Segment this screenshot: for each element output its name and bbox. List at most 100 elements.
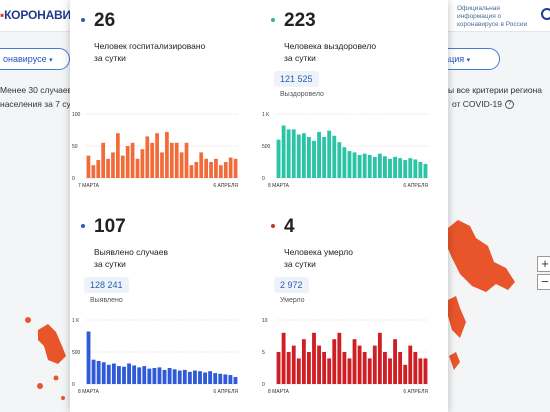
chart-bar[interactable]: [111, 152, 115, 178]
chart-bar[interactable]: [86, 155, 91, 178]
chart-bar[interactable]: [423, 358, 428, 384]
zoom-out-button[interactable]: −: [537, 274, 550, 290]
chart-bar[interactable]: [160, 152, 164, 178]
chart-bar[interactable]: [208, 371, 213, 384]
chart-bar[interactable]: [332, 339, 337, 384]
official-info-text[interactable]: Официальная информация о коронавирусе в …: [457, 5, 528, 28]
nav-pill-left[interactable]: онавирусе ▾: [0, 48, 70, 70]
map-region-west[interactable]: [38, 324, 66, 364]
chart-bar[interactable]: [117, 366, 121, 384]
info-icon[interactable]: ?: [505, 100, 514, 110]
chart-bar[interactable]: [189, 165, 194, 178]
chart-bar[interactable]: [301, 133, 306, 178]
chart-bar[interactable]: [372, 156, 377, 178]
chart-bar[interactable]: [96, 160, 101, 178]
chart-bar[interactable]: [218, 165, 223, 178]
chart-bar[interactable]: [408, 158, 413, 178]
chart-bar[interactable]: [383, 156, 387, 178]
chart-bar[interactable]: [357, 154, 362, 178]
chart-bar[interactable]: [312, 140, 316, 178]
chart-bar[interactable]: [145, 136, 150, 178]
chart-bar[interactable]: [135, 158, 140, 178]
chart-bar[interactable]: [101, 142, 106, 178]
chart-bar[interactable]: [130, 142, 135, 178]
chart-bar[interactable]: [322, 137, 327, 178]
chart-bar[interactable]: [142, 366, 147, 384]
chart-bar[interactable]: [281, 332, 286, 384]
chart-bar[interactable]: [307, 137, 311, 178]
chart-bar[interactable]: [347, 358, 352, 384]
chart-bar[interactable]: [122, 366, 126, 384]
chart-bar[interactable]: [86, 331, 91, 384]
chart-bar[interactable]: [147, 368, 152, 384]
chart-bar[interactable]: [317, 345, 321, 384]
map-region-east[interactable]: [446, 220, 515, 292]
chart-bar[interactable]: [165, 131, 169, 178]
chart-bar[interactable]: [179, 152, 184, 178]
map-region-dot[interactable]: [53, 375, 59, 381]
chart-bar[interactable]: [413, 352, 418, 384]
chart-bar[interactable]: [140, 149, 145, 178]
chart-bar[interactable]: [342, 352, 347, 384]
map-region-east-3[interactable]: [449, 352, 460, 370]
chart-bar[interactable]: [291, 345, 296, 384]
chart-bar[interactable]: [408, 345, 413, 384]
map-region-dot[interactable]: [37, 383, 43, 389]
chart-bar[interactable]: [312, 332, 316, 384]
chart-bar[interactable]: [357, 345, 362, 384]
chart-bar[interactable]: [286, 352, 291, 384]
chart-bar[interactable]: [132, 365, 137, 384]
chart-bar[interactable]: [332, 135, 337, 178]
chart-bar[interactable]: [157, 367, 162, 384]
chart-bar[interactable]: [169, 142, 174, 178]
chart-bar[interactable]: [347, 151, 352, 178]
chart-bar[interactable]: [327, 130, 332, 178]
chart-bar[interactable]: [111, 363, 116, 384]
chart-bar[interactable]: [177, 370, 182, 384]
chart-bar[interactable]: [101, 362, 106, 384]
chart-bar[interactable]: [96, 360, 101, 384]
chart-bar[interactable]: [418, 162, 423, 178]
chart-bar[interactable]: [91, 165, 96, 178]
chart-bar[interactable]: [199, 152, 204, 178]
map-region-dot[interactable]: [25, 317, 31, 323]
chart-bar[interactable]: [233, 158, 238, 178]
chart-bar[interactable]: [337, 142, 342, 178]
chart-bar[interactable]: [322, 352, 327, 384]
chart-bar[interactable]: [198, 371, 202, 384]
chart-bar[interactable]: [291, 129, 296, 178]
chart-bar[interactable]: [106, 364, 111, 384]
chart-bar[interactable]: [276, 352, 281, 384]
chart-bar[interactable]: [296, 134, 301, 178]
map-region-dot[interactable]: [61, 396, 65, 400]
chart-bar[interactable]: [203, 372, 207, 384]
chart-bar[interactable]: [296, 358, 301, 384]
header-icon[interactable]: [541, 8, 550, 20]
chart-bar[interactable]: [307, 352, 311, 384]
chart-bar[interactable]: [172, 369, 177, 384]
chart-bar[interactable]: [150, 142, 155, 178]
chart-bar[interactable]: [317, 131, 321, 178]
chart-bar[interactable]: [362, 153, 367, 178]
chart-bar[interactable]: [214, 158, 218, 178]
chart-bar[interactable]: [352, 339, 357, 384]
chart-bar[interactable]: [281, 125, 286, 178]
chart-bar[interactable]: [388, 358, 392, 384]
chart-bar[interactable]: [152, 368, 157, 384]
chart-bar[interactable]: [194, 162, 199, 178]
chart-bar[interactable]: [125, 146, 130, 178]
chart-bar[interactable]: [367, 154, 372, 178]
chart-bar[interactable]: [423, 163, 428, 178]
chart-bar[interactable]: [106, 158, 110, 178]
chart-bar[interactable]: [167, 368, 172, 384]
chart-bar[interactable]: [193, 370, 197, 384]
chart-bar[interactable]: [120, 155, 125, 178]
chart-bar[interactable]: [337, 332, 342, 384]
chart-bar[interactable]: [372, 345, 377, 384]
chart-bar[interactable]: [187, 371, 192, 384]
chart-bar[interactable]: [413, 159, 418, 178]
chart-bar[interactable]: [116, 133, 120, 178]
chart-bar[interactable]: [377, 153, 382, 178]
chart-bar[interactable]: [223, 162, 228, 178]
chart-bar[interactable]: [182, 369, 187, 384]
